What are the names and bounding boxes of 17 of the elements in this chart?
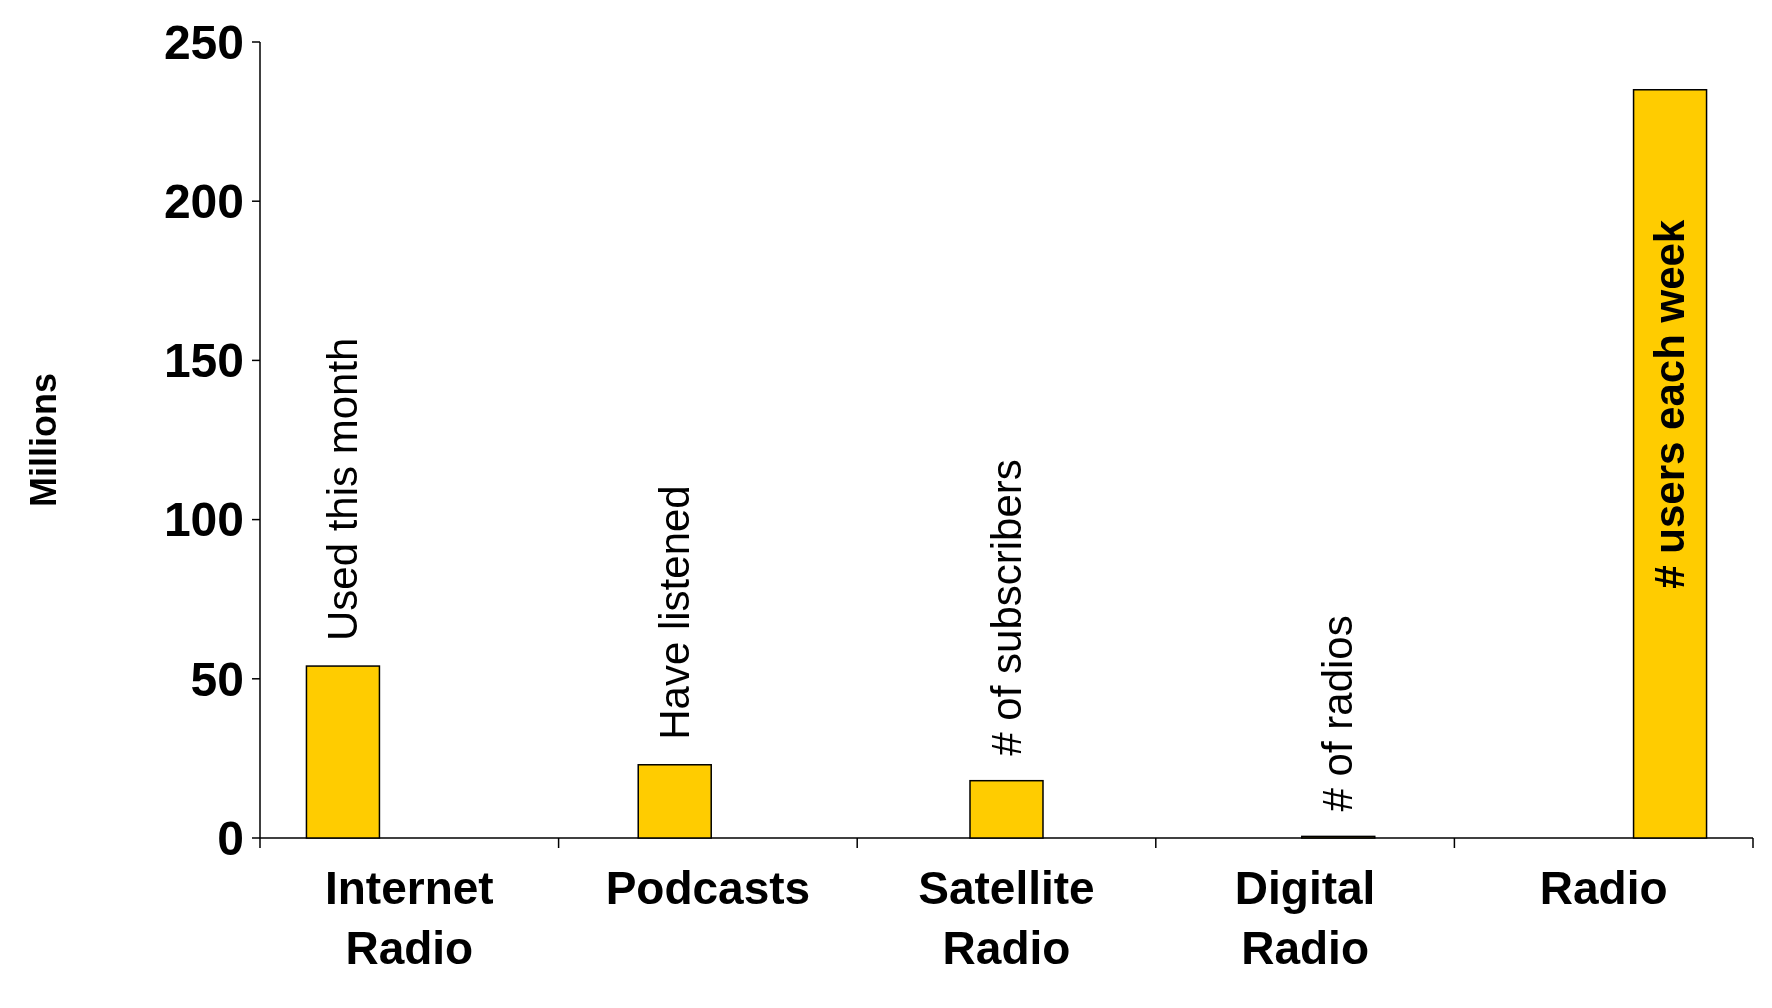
annotation: Have listened <box>650 485 698 740</box>
x-tick-label: Radio <box>1539 862 1668 914</box>
x-tick-label: Podcasts <box>605 862 811 914</box>
y-tick-label: 0 <box>217 811 244 865</box>
x-tick-label: Digital Radio <box>1234 862 1376 974</box>
x-tick-label: Satellite Radio <box>918 862 1095 974</box>
y-tick-label: 100 <box>163 493 244 547</box>
annotation: Used this month <box>318 337 366 642</box>
y-tick-label: 150 <box>163 334 244 388</box>
y-axis-title: Millions <box>23 373 64 507</box>
annotation: # of radios <box>1314 615 1362 812</box>
annotation: # users each week <box>1646 219 1694 589</box>
y-tick-label: 250 <box>163 15 244 69</box>
x-tick-label: Internet Radio <box>324 862 494 974</box>
y-tick-label: 200 <box>163 175 244 228</box>
y-tick-label: 50 <box>190 652 244 706</box>
annotation: # of subscribers <box>982 459 1030 756</box>
